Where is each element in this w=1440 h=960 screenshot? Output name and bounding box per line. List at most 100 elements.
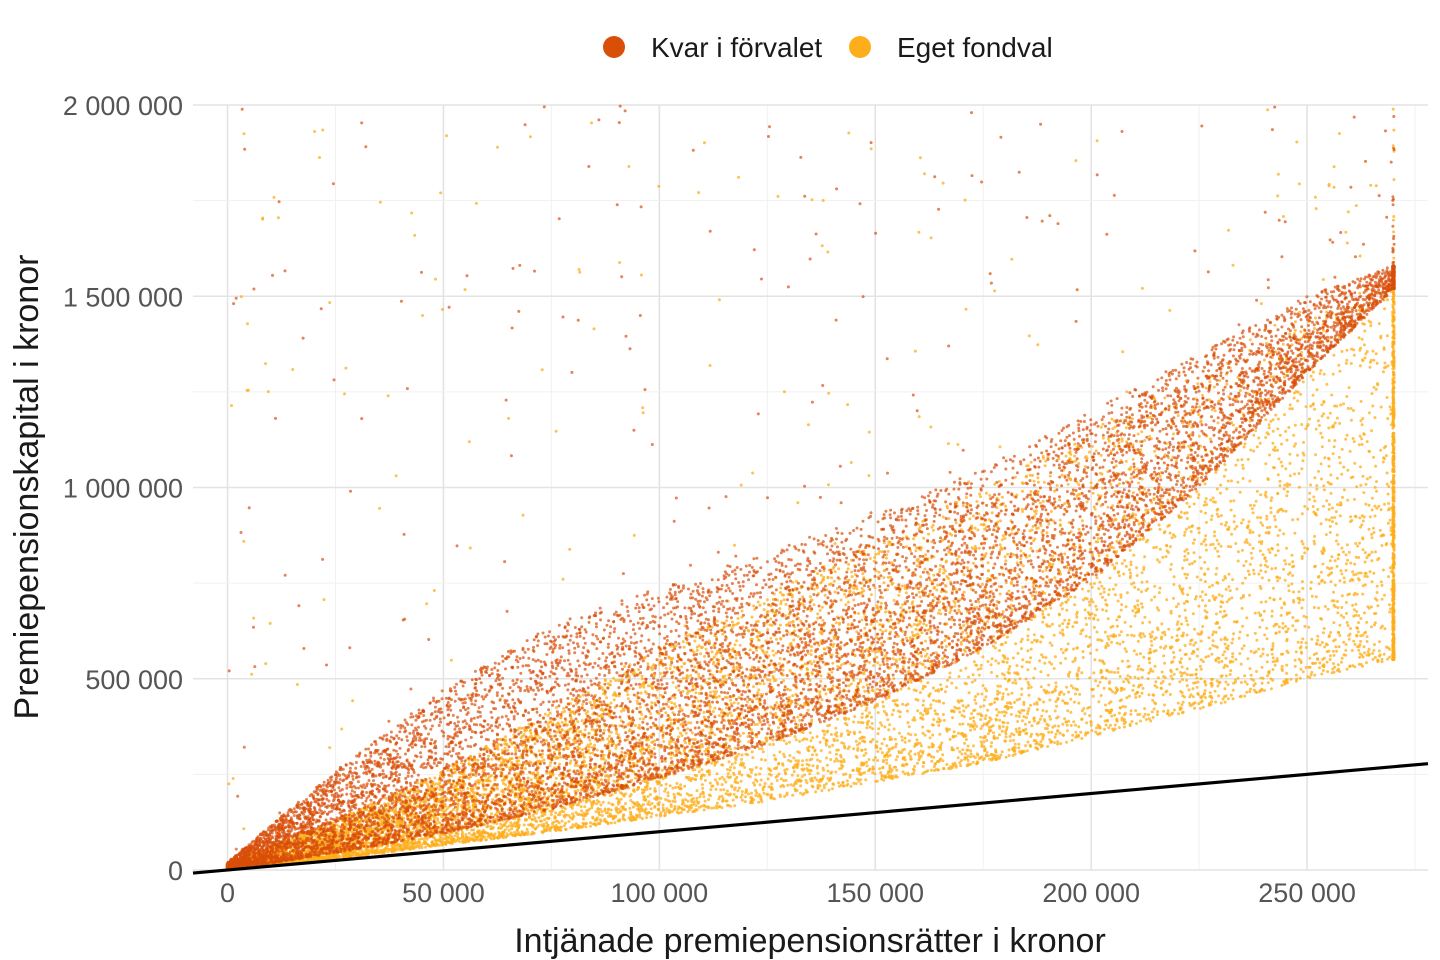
data-point [1039, 740, 1043, 744]
data-point [940, 741, 944, 745]
data-point [1386, 417, 1390, 421]
data-point [1024, 677, 1028, 681]
data-point [1144, 589, 1148, 592]
data-point [1129, 625, 1133, 628]
data-point [1040, 653, 1044, 657]
data-point [1009, 712, 1013, 716]
data-point [1309, 580, 1313, 584]
data-point [1383, 502, 1386, 506]
data-point [1373, 655, 1377, 659]
data-point [313, 130, 317, 133]
data-point [1296, 517, 1300, 521]
data-point [997, 480, 1001, 483]
data-point [1069, 684, 1073, 688]
data-point [678, 706, 682, 710]
data-point [1204, 548, 1208, 552]
data-point [340, 727, 344, 731]
data-point [1060, 607, 1064, 611]
data-point [1038, 717, 1042, 721]
data-point [1121, 350, 1125, 354]
data-point [746, 735, 750, 738]
data-point [1370, 532, 1374, 536]
data-point [384, 796, 388, 800]
data-point [592, 327, 596, 331]
data-point [1145, 580, 1149, 584]
data-point [924, 553, 928, 557]
data-point [1265, 431, 1269, 435]
data-point [1117, 726, 1121, 730]
data-point [1315, 487, 1319, 491]
data-point [1252, 688, 1256, 692]
data-point [1351, 409, 1355, 412]
data-point [681, 640, 685, 644]
data-point [649, 807, 653, 811]
data-point [1006, 692, 1010, 696]
data-point [1336, 611, 1340, 615]
data-point [919, 575, 923, 579]
data-point [1332, 185, 1336, 189]
data-point [1245, 616, 1249, 620]
data-point [1318, 372, 1322, 376]
data-point [1379, 626, 1383, 630]
data-point [680, 665, 684, 669]
data-point [1200, 542, 1203, 546]
data-point [1231, 652, 1235, 656]
data-point [1288, 452, 1292, 456]
data-point [1353, 461, 1357, 465]
data-point [1283, 413, 1286, 417]
data-point [1197, 493, 1201, 497]
data-point [1246, 657, 1250, 661]
data-point [546, 714, 550, 717]
data-point [1281, 621, 1285, 625]
data-point [526, 776, 530, 780]
data-point [421, 314, 424, 317]
data-point [1380, 660, 1384, 664]
data-point [1261, 553, 1265, 557]
data-point [606, 682, 610, 686]
data-point [1089, 582, 1093, 586]
data-point [1379, 405, 1383, 409]
data-point [914, 586, 918, 590]
data-point [881, 758, 885, 762]
data-point [771, 738, 775, 742]
data-point [1113, 723, 1117, 727]
data-point [1327, 182, 1331, 186]
data-point [1240, 548, 1244, 552]
data-point [1219, 674, 1223, 678]
data-point [1095, 630, 1099, 634]
data-point [1140, 286, 1144, 290]
data-point [1292, 396, 1296, 400]
data-point [595, 717, 599, 721]
data-point [1150, 643, 1154, 647]
data-point [1185, 558, 1189, 562]
data-point [1344, 553, 1348, 557]
data-point [1359, 399, 1363, 403]
data-point [1152, 707, 1156, 711]
data-point [921, 765, 925, 768]
data-point [1382, 652, 1386, 656]
data-point [1066, 642, 1070, 646]
data-point [1001, 534, 1005, 538]
data-point [763, 758, 767, 762]
data-point [843, 592, 847, 596]
data-point [945, 685, 949, 689]
data-point [646, 781, 650, 785]
data-point [1220, 594, 1224, 598]
data-point [758, 603, 762, 607]
data-point [533, 742, 537, 746]
data-point [812, 603, 816, 607]
data-point [952, 730, 956, 734]
data-point [724, 780, 728, 784]
data-point [554, 706, 558, 709]
data-point [1226, 697, 1230, 701]
data-point [640, 674, 644, 678]
data-point [1147, 713, 1150, 717]
data-point [1139, 719, 1142, 723]
data-point [1089, 486, 1093, 490]
data-point [1227, 597, 1231, 601]
data-point [1187, 688, 1191, 692]
data-point [849, 682, 853, 686]
data-point [653, 739, 657, 743]
data-point [909, 680, 913, 684]
data-point [730, 620, 734, 624]
